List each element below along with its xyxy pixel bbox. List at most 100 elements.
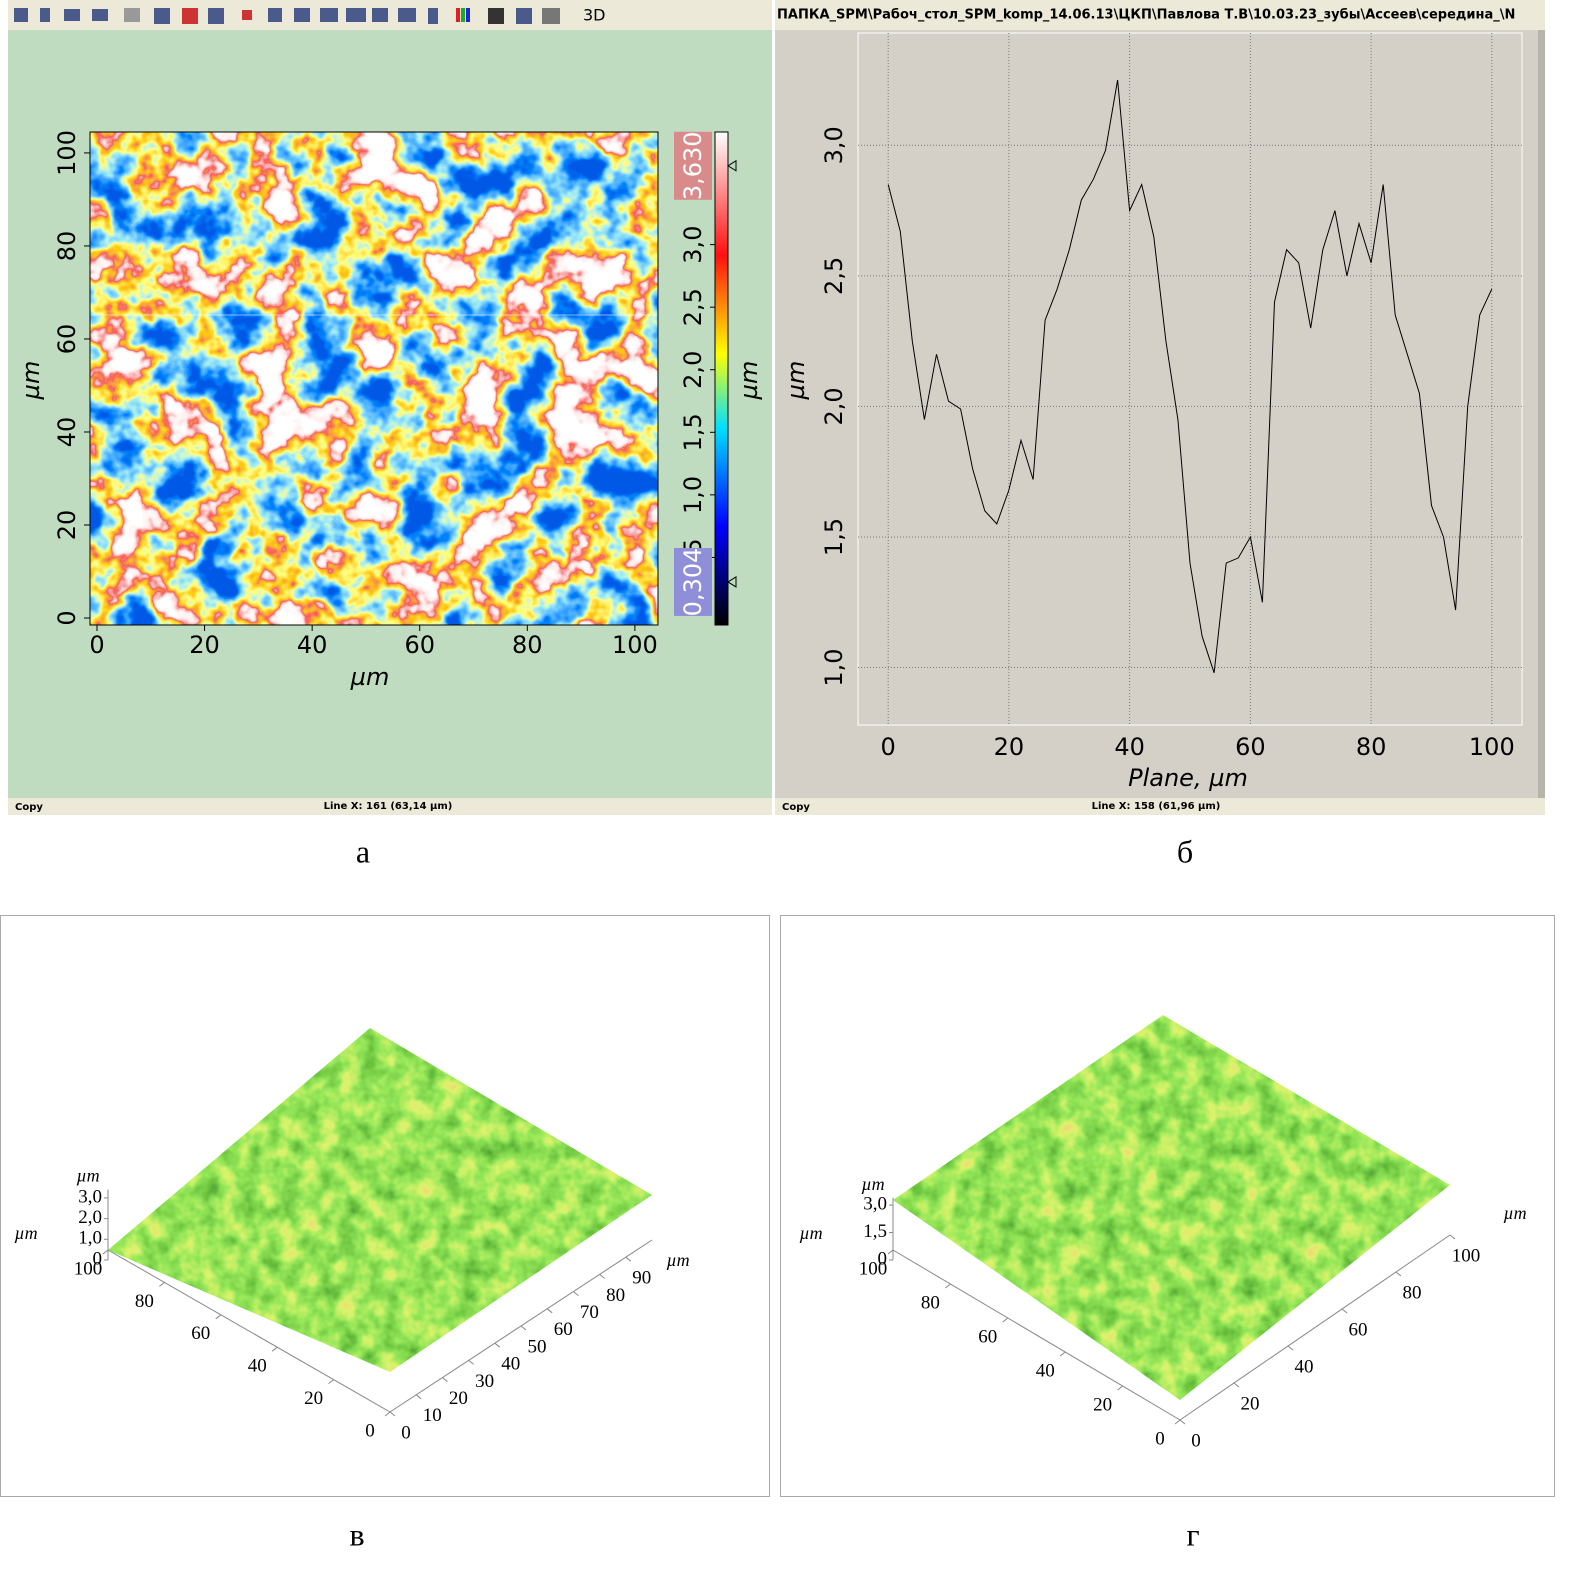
z-tick-label: 0	[93, 1248, 103, 1269]
panel-label: г	[1186, 1516, 1199, 1552]
y-tick	[1233, 1382, 1240, 1388]
x-axis-label: µm	[350, 663, 390, 691]
x-tick-label: 60	[404, 631, 435, 659]
y-tick-label: 100	[53, 130, 81, 176]
height-map	[90, 132, 658, 625]
y-tick	[415, 1394, 422, 1400]
axis	[892, 1249, 1181, 1421]
y-tick-label: 100	[1452, 1245, 1481, 1266]
colorbar	[714, 131, 729, 626]
y-tick-label: 10	[423, 1405, 442, 1426]
y-tick-label: 20	[449, 1388, 468, 1409]
y-tick-label: 30	[475, 1371, 494, 1392]
y-tick-label: 80	[53, 231, 81, 262]
y-tick-label: 80	[1403, 1282, 1422, 1303]
x-tick	[887, 1249, 894, 1255]
y-axis-label: µm	[17, 361, 45, 401]
y-tick-label: 60	[53, 324, 81, 355]
x-tick-label: 40	[1114, 733, 1145, 761]
toolbar	[8, 0, 772, 30]
title-bar	[775, 0, 1545, 30]
colorbar-tick-label: 1,5	[679, 413, 707, 451]
axis	[1179, 1234, 1451, 1421]
x-tick-label: 40	[297, 631, 328, 659]
x-tick-label: 100	[74, 1258, 103, 1279]
plot-frame	[89, 131, 659, 626]
x-tick-label: 100	[612, 631, 658, 659]
x-tick	[1059, 1351, 1066, 1357]
y-tick-label: 2,5	[820, 257, 848, 295]
y-tick	[520, 1325, 527, 1331]
x-tick-label: 100	[1469, 733, 1515, 761]
x-tick-label: 60	[191, 1323, 210, 1344]
surface	[893, 1015, 1450, 1400]
x-tick-label: 40	[1036, 1360, 1055, 1381]
x-tick-label: 80	[135, 1291, 154, 1312]
colorbar-tick-label: 3,0	[679, 226, 707, 264]
range-label: 3,630	[679, 131, 707, 200]
panel-label: б	[1177, 833, 1193, 869]
x-tick	[1002, 1317, 1009, 1323]
profile-line	[887, 79, 1493, 673]
status-bar	[775, 798, 1545, 815]
status-center: Line X: 158 (61,96 µm)	[1092, 801, 1221, 812]
range-box	[674, 547, 712, 616]
y-tick	[1341, 1308, 1348, 1314]
y-tick-label: 90	[632, 1268, 651, 1289]
x-tick	[384, 1411, 391, 1417]
y-tick-label: 60	[1349, 1319, 1368, 1340]
y-tick-label: 80	[606, 1285, 625, 1306]
colorbar-tick-label: 2,0	[679, 351, 707, 389]
y-tick-label: 1,0	[820, 648, 848, 686]
y-tick-label: 50	[528, 1336, 547, 1357]
y-tick-label: 40	[501, 1354, 520, 1375]
axis	[107, 1249, 391, 1413]
y-tick	[442, 1377, 448, 1382]
y-axis-label: µm	[782, 361, 810, 401]
panel-b	[775, 0, 1545, 815]
range-marker	[727, 159, 737, 172]
y-tick-label: 70	[580, 1302, 599, 1323]
y-tick	[389, 1411, 396, 1417]
y-tick	[1395, 1271, 1402, 1277]
panel-label: в	[349, 1516, 364, 1552]
y-tick-label: 3,0	[820, 126, 848, 164]
status-center: Line X: 161 (63,14 µm)	[324, 801, 453, 812]
z-tick-label: 1,0	[78, 1228, 102, 1249]
x-tick-label: 20	[994, 733, 1025, 761]
y-tick-label: 20	[53, 510, 81, 541]
window-title: ПАПКА_SPM\Рабоч_стол_SPM_komp_14.06.13\Ц…	[777, 8, 1515, 23]
scrollbar	[1538, 30, 1545, 798]
x-tick-label: 0	[89, 631, 104, 659]
x-tick-label: 60	[978, 1326, 997, 1347]
z-tick-label: 3,0	[78, 1186, 102, 1207]
x-tick-label: 20	[1093, 1394, 1112, 1415]
x-tick	[1117, 1385, 1123, 1391]
x-tick	[102, 1249, 109, 1255]
y-tick	[494, 1342, 501, 1348]
x-tick-label: 60	[1235, 733, 1266, 761]
x-tick	[1174, 1419, 1181, 1425]
y-tick-label: 0	[53, 610, 81, 625]
y-tick	[599, 1274, 605, 1279]
range-box	[674, 131, 712, 200]
y-tick-label: 60	[554, 1319, 573, 1340]
y-tick	[546, 1308, 553, 1314]
status-bar	[8, 798, 772, 815]
z-tick-label: 3,0	[863, 1193, 887, 1214]
x-tick	[159, 1282, 165, 1287]
y-tick-label: 40	[1295, 1356, 1314, 1377]
x-tick-label: 0	[1155, 1428, 1165, 1449]
x-tick	[328, 1379, 334, 1384]
x-tick-label: 80	[921, 1292, 940, 1313]
toolbar-icons	[14, 8, 560, 24]
panel-label: а	[356, 833, 370, 869]
y-tick-label: 40	[53, 417, 81, 448]
colorbar-label: µm	[735, 361, 763, 401]
z-tick-label: 1,5	[863, 1221, 887, 1242]
y-tick	[1287, 1345, 1294, 1351]
x-tick-label: 20	[189, 631, 220, 659]
surface	[108, 1028, 652, 1372]
x-tick-label: 40	[248, 1356, 267, 1377]
